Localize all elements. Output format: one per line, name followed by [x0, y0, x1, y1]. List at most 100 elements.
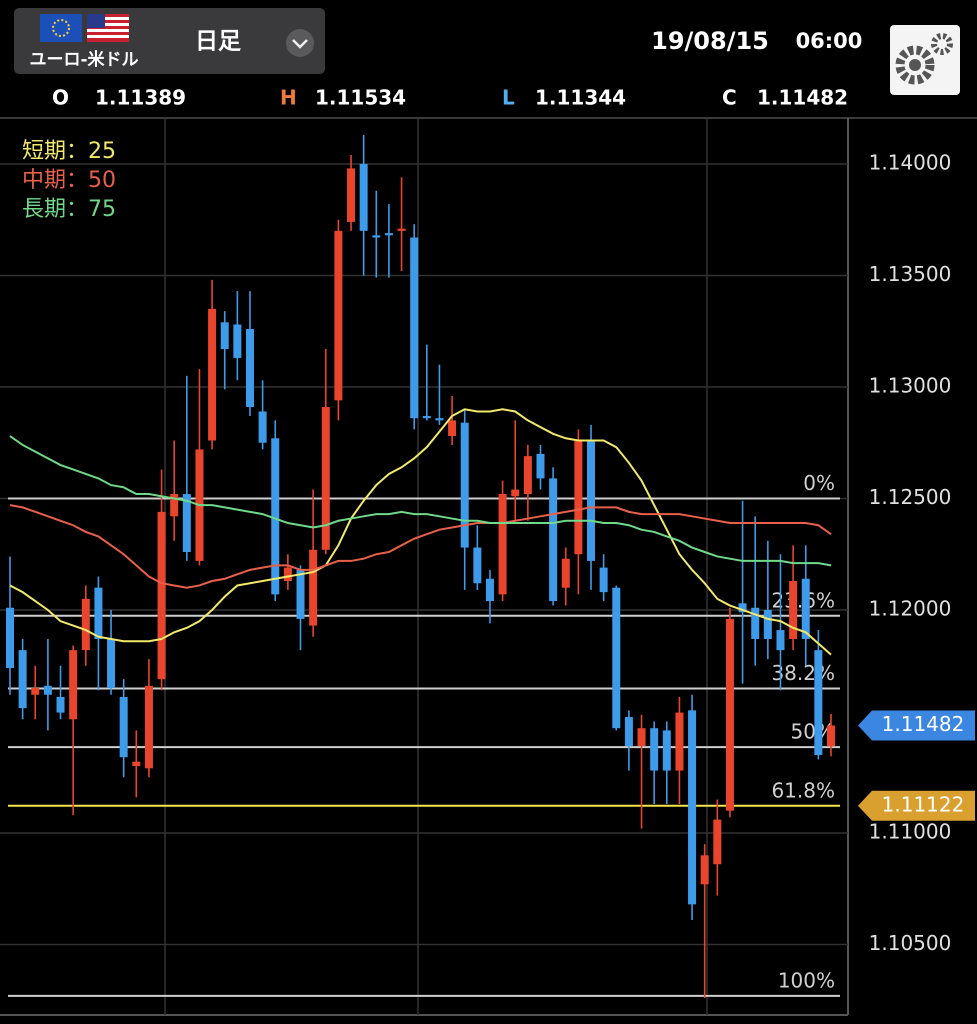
- eu-stars: [52, 19, 70, 37]
- candle-body: [271, 438, 280, 595]
- candle-body: [347, 168, 356, 222]
- candle-body: [94, 587, 103, 639]
- candle-body: [132, 761, 141, 767]
- moving-average: [9, 435, 832, 567]
- date: 19/08/15: [651, 27, 769, 55]
- candle-body: [435, 418, 444, 421]
- candle-body: [334, 230, 343, 401]
- y-tick-label: 1.11000: [869, 820, 952, 844]
- candle-body: [220, 322, 229, 350]
- candle-body: [587, 440, 596, 561]
- price-tag-label: 1.11122: [882, 792, 965, 816]
- candle-body: [422, 415, 431, 419]
- candle-body: [372, 235, 381, 238]
- candle-body: [258, 411, 267, 443]
- candle-body: [725, 618, 734, 811]
- us-canton: [87, 14, 105, 28]
- candle-body: [650, 728, 659, 771]
- candle-body: [599, 567, 608, 593]
- legend-entry: 長期：75: [22, 197, 116, 222]
- candle-body: [801, 578, 810, 639]
- candle-body: [81, 598, 90, 651]
- settings-button[interactable]: [890, 25, 960, 95]
- candle-body: [309, 549, 318, 626]
- candle-body: [397, 228, 406, 231]
- candle-body: [561, 558, 570, 588]
- candle-body: [624, 717, 633, 747]
- candle-body: [713, 819, 722, 865]
- candle-body: [321, 407, 330, 550]
- ohlc-value: 1.11534: [315, 86, 406, 110]
- candle-body: [233, 324, 242, 358]
- y-tick-label: 1.13500: [869, 262, 952, 286]
- fib-label: 38.2%: [771, 661, 835, 685]
- candle-body: [384, 233, 393, 236]
- candle-body: [296, 569, 305, 619]
- candle-body: [107, 638, 116, 689]
- y-tick-label: 1.14000: [869, 150, 952, 174]
- candle-body: [637, 728, 646, 747]
- candle-body: [208, 308, 217, 441]
- chevron: [292, 39, 308, 49]
- candle-body: [144, 685, 153, 769]
- moving-average: [9, 408, 832, 656]
- candle-body: [612, 587, 621, 729]
- price-tag: [858, 790, 975, 821]
- candle-body: [448, 420, 457, 437]
- candle-body: [283, 567, 292, 581]
- candle-body: [763, 609, 772, 639]
- candle-body: [359, 163, 368, 231]
- time: 06:00: [796, 29, 863, 53]
- us-stripes: [87, 14, 129, 42]
- fib-label: 61.8%: [771, 778, 835, 802]
- candle-body: [460, 422, 469, 548]
- fib-label: 100%: [778, 968, 835, 992]
- candle-body: [69, 650, 78, 720]
- candle-body: [485, 578, 494, 602]
- candle-body: [688, 710, 697, 905]
- ohlc-label: L: [502, 86, 515, 110]
- ohlc-value: 1.11482: [757, 86, 848, 110]
- y-tick-label: 1.13000: [869, 373, 952, 397]
- gear-hub: [909, 59, 921, 71]
- candle-body: [31, 688, 40, 695]
- ohlc-label: C: [722, 86, 737, 110]
- candle-body: [182, 494, 191, 553]
- candle-body: [738, 603, 747, 613]
- candle-body: [675, 712, 684, 771]
- candle-body: [776, 630, 785, 651]
- y-tick-label: 1.12000: [869, 596, 952, 620]
- candle-body: [751, 607, 760, 639]
- candle-body: [245, 328, 254, 408]
- candle-body: [511, 489, 520, 497]
- candle-body: [473, 547, 482, 584]
- candle-body: [56, 696, 65, 713]
- candle-body: [827, 725, 835, 747]
- candle-body: [119, 696, 128, 758]
- gear-small: [931, 33, 953, 55]
- legend-entry: 短期：25: [22, 139, 116, 164]
- candle-body: [523, 456, 532, 495]
- dropdown-button[interactable]: [286, 29, 314, 57]
- ohlc-value: 1.11389: [95, 86, 186, 110]
- candle-body: [662, 730, 671, 771]
- candle-body: [6, 607, 14, 668]
- ohlc-label: O: [52, 86, 69, 110]
- candle-body: [157, 511, 166, 680]
- candle-body: [498, 494, 507, 595]
- candle-body: [789, 580, 798, 639]
- candle-body: [43, 685, 52, 695]
- candle-body: [410, 237, 419, 419]
- moving-average: [9, 504, 832, 589]
- gear-large: [895, 45, 935, 85]
- price-tag: [858, 710, 975, 741]
- ohlc-label: H: [280, 86, 297, 110]
- legend-entry: 中期：50: [22, 168, 116, 193]
- candle-body: [700, 855, 709, 885]
- y-tick-label: 1.12500: [869, 485, 952, 509]
- candle-body: [814, 650, 823, 755]
- fib-label: 0%: [803, 471, 835, 495]
